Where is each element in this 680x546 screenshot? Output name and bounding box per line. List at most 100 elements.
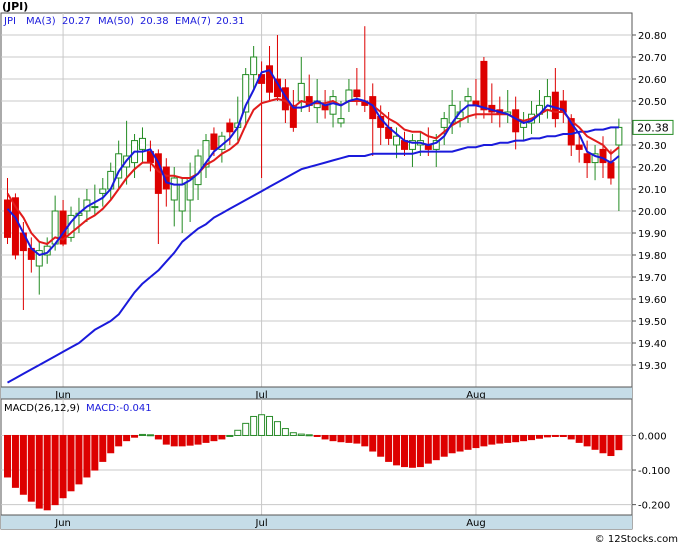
macd-bars (4, 414, 623, 511)
candle (480, 57, 488, 119)
candle-body (99, 188, 107, 194)
candle (440, 112, 448, 145)
candle (583, 140, 591, 178)
candle-body (266, 65, 274, 93)
candle-body (226, 122, 234, 133)
price-y-tick-label: 20.00 (638, 207, 667, 218)
candle (432, 134, 440, 167)
macd-bar (19, 434, 27, 495)
last-price-label: 20.38 (637, 121, 669, 134)
macd-bar (377, 434, 385, 457)
macd-bar (464, 434, 472, 450)
macd-bar (401, 434, 408, 468)
candle (408, 134, 416, 167)
candle-body (289, 104, 297, 128)
ma3-line (6, 69, 620, 256)
macd-bar (337, 434, 345, 443)
legend-ema7-value: 20.31 (216, 16, 245, 27)
indicator-lines (6, 69, 620, 384)
price-x-axis-band (1, 387, 632, 401)
candle-body (607, 162, 615, 179)
candle-body (138, 137, 146, 150)
legend-jpi: JPI (3, 16, 16, 27)
legend-ma50-value: 20.38 (140, 16, 169, 27)
price-y-tick-label: 19.80 (638, 251, 667, 262)
macd-bar (51, 434, 59, 506)
candle-body (329, 96, 337, 115)
price-y-tick-label: 20.70 (638, 53, 667, 64)
macd-y-tick-label: -0.100 (638, 466, 670, 477)
macd-bar (305, 434, 313, 437)
macd-y-tick-label: 0.000 (638, 431, 667, 442)
macd-bar (178, 434, 186, 447)
candle-body (353, 89, 361, 98)
macd-bar (297, 433, 305, 436)
macd-month-label: Jul (255, 518, 268, 529)
candle (35, 241, 43, 295)
candle-body (162, 166, 170, 190)
candle (4, 178, 11, 244)
macd-bar (424, 434, 432, 464)
candle-body (615, 126, 623, 146)
candle (226, 118, 234, 145)
macd-bar (353, 434, 361, 444)
candle-body (250, 56, 258, 76)
macd-bar (551, 434, 559, 437)
legend-ma3-value: 20.27 (62, 16, 91, 27)
macd-bar (512, 434, 520, 443)
macd-bar (234, 429, 242, 436)
candle-body (170, 177, 178, 201)
candle-body (91, 206, 99, 209)
macd-bar (123, 434, 131, 442)
macd-bar (329, 434, 337, 442)
price-y-tick-label: 20.50 (638, 97, 667, 108)
macd-bar (321, 434, 329, 440)
candle-body (440, 118, 448, 128)
macd-bar (194, 434, 202, 445)
macd-bar (281, 428, 289, 436)
candle (266, 46, 274, 101)
macd-x-axis-band (1, 515, 632, 529)
candle-body (345, 89, 353, 102)
macd-bar (607, 434, 615, 457)
price-month-label: Jun (54, 390, 71, 401)
candle-body (210, 133, 218, 150)
macd-bar (258, 414, 266, 436)
candle (99, 178, 107, 207)
price-y-tick-label: 19.50 (638, 317, 667, 328)
price-plot-frame (0, 12, 633, 402)
macd-bar (202, 434, 210, 443)
macd-bar (67, 434, 75, 492)
macd-bar (242, 422, 250, 436)
candle (599, 136, 607, 178)
price-panel: Jun Jul Aug 19.30 19.40 19.50 19.60 19.70 19.80… (0, 12, 674, 402)
candle-body (35, 250, 43, 267)
price-y-tick-label: 19.60 (638, 295, 667, 306)
candle (575, 134, 583, 163)
macd-bar (599, 434, 607, 454)
macd-bar (583, 434, 591, 447)
macd-bar (99, 434, 107, 462)
last-price-tag: 20.38 (632, 119, 674, 135)
macd-bar (186, 434, 194, 446)
macd-bar (535, 434, 543, 439)
macd-bar (504, 434, 512, 443)
macd-bar (170, 434, 178, 447)
macd-bar (496, 434, 504, 444)
legend-ma3-label: MA(3) (26, 16, 56, 27)
macd-bar (520, 434, 528, 442)
macd-legend-value: MACD:-0.041 (86, 403, 152, 414)
macd-bar (27, 434, 35, 502)
candle (170, 167, 178, 227)
macd-bar (273, 421, 281, 436)
macd-y-axis-labels: -0.200 -0.100 0.000 (638, 431, 670, 511)
candle-body (337, 118, 345, 124)
macd-bar (250, 415, 258, 436)
macd-bar (345, 434, 353, 443)
macd-bar (528, 434, 536, 441)
price-month-label: Aug (466, 390, 486, 401)
macd-bar (154, 434, 162, 440)
macd-plot-frame (0, 398, 633, 530)
macd-bar (115, 434, 123, 447)
